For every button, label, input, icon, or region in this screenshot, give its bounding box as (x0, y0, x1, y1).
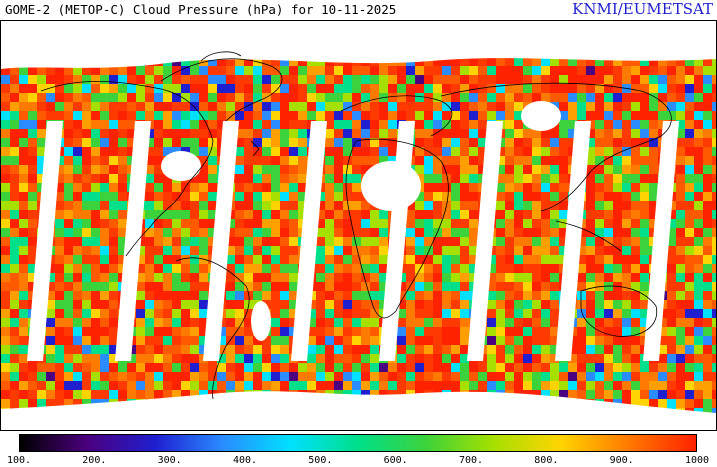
colorbar-tick-label: 700. (458, 455, 484, 466)
colorbar-tick-label: 200. (82, 455, 107, 466)
colorbar-tick-label: 400. (232, 455, 258, 466)
credit-label: KNMI/EUMETSAT (572, 0, 713, 18)
polar-no-data (1, 21, 716, 430)
colorbar-tick-label: 900. (609, 455, 634, 466)
map-canvas (1, 21, 716, 430)
colorbar-tick-label: 300. (157, 455, 182, 466)
cloud-pressure-map (0, 20, 717, 431)
colorbar-tick-label: 100. (6, 455, 32, 466)
colorbar-tick-label: 600. (383, 455, 408, 466)
colorbar-ticks: 100. 200. 300. 400. 500. 600. 700. 800. 900. 1000 (0, 455, 717, 467)
colorbar-tick-label: 1000 (684, 455, 710, 466)
colorbar (19, 434, 697, 452)
coastlines (40, 51, 672, 400)
colorbar-tick-label: 800. (534, 455, 559, 466)
cloud-pressure-field (1, 21, 716, 430)
colorbar-tick-label: 500. (308, 455, 333, 466)
map-title: GOME-2 (METOP-C) Cloud Pressure (hPa) fo… (5, 2, 397, 17)
